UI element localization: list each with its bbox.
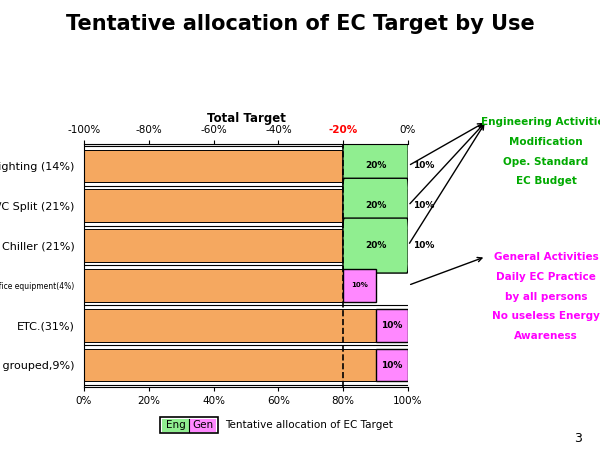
Text: 20%: 20% <box>365 201 386 210</box>
Bar <box>408 189 440 222</box>
Text: Tentative allocation of EC Target: Tentative allocation of EC Target <box>225 420 393 430</box>
Text: Eng: Eng <box>166 420 185 430</box>
Text: 10%: 10% <box>413 201 435 210</box>
X-axis label: Total Target: Total Target <box>206 112 286 125</box>
Text: 10%: 10% <box>351 283 368 288</box>
Text: Gen: Gen <box>192 420 213 430</box>
Text: 10%: 10% <box>413 241 435 250</box>
Bar <box>84 309 376 342</box>
Bar <box>84 229 343 262</box>
Bar <box>376 349 408 382</box>
Text: Awareness: Awareness <box>514 331 578 341</box>
Bar <box>84 349 376 382</box>
Bar <box>376 309 408 342</box>
FancyBboxPatch shape <box>343 218 409 273</box>
Text: 20%: 20% <box>365 241 386 250</box>
Text: 10%: 10% <box>413 162 435 171</box>
Text: 3: 3 <box>574 432 582 446</box>
Bar <box>84 189 343 222</box>
Bar <box>84 149 343 182</box>
Text: Engineering Activities: Engineering Activities <box>481 117 600 127</box>
FancyBboxPatch shape <box>343 178 409 233</box>
Text: Ope. Standard: Ope. Standard <box>503 157 589 166</box>
Text: 10%: 10% <box>381 321 403 330</box>
Text: by all persons: by all persons <box>505 292 587 302</box>
Bar <box>343 269 376 302</box>
Bar <box>408 149 440 182</box>
Text: Tentative allocation of EC Target by Use: Tentative allocation of EC Target by Use <box>65 14 535 33</box>
Text: Modification: Modification <box>509 137 583 147</box>
FancyBboxPatch shape <box>343 139 409 194</box>
Bar <box>84 269 343 302</box>
Text: Daily EC Practice: Daily EC Practice <box>496 272 596 282</box>
Text: General Activities: General Activities <box>494 252 598 262</box>
Text: 20%: 20% <box>365 162 386 171</box>
Text: EC Budget: EC Budget <box>515 176 577 186</box>
Text: 10%: 10% <box>381 360 403 369</box>
Bar <box>408 229 440 262</box>
Text: No useless Energy: No useless Energy <box>492 311 600 321</box>
